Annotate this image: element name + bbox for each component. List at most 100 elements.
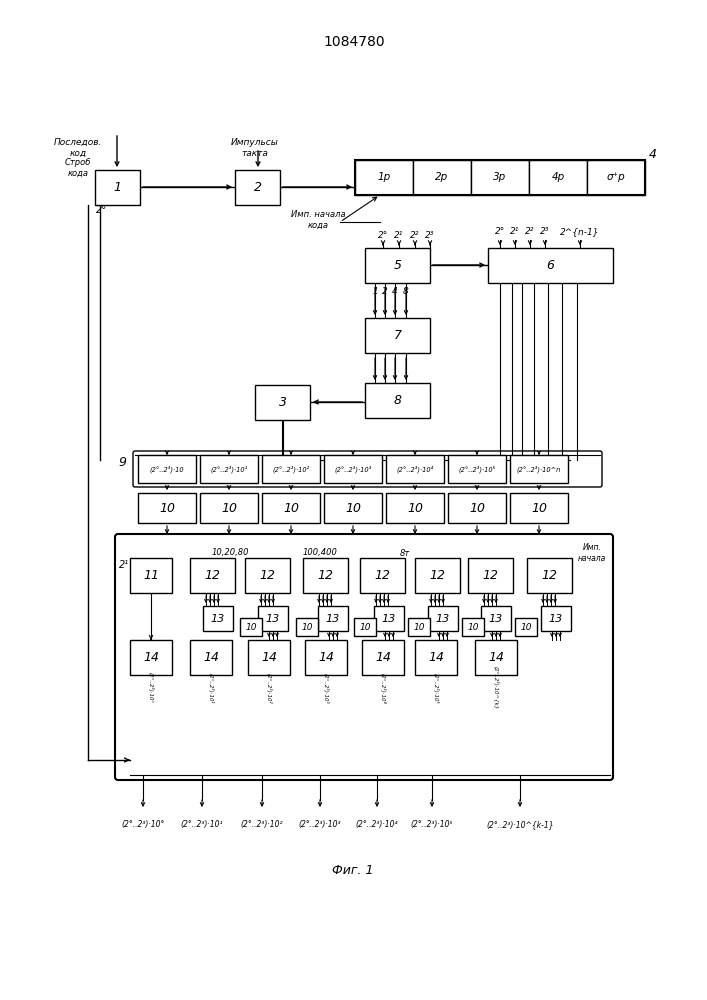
FancyBboxPatch shape bbox=[262, 455, 320, 483]
Text: 13: 13 bbox=[549, 613, 563, 624]
FancyBboxPatch shape bbox=[529, 160, 587, 195]
Text: Фиг. 1: Фиг. 1 bbox=[332, 863, 374, 876]
Text: 10: 10 bbox=[345, 502, 361, 514]
Text: 13: 13 bbox=[436, 613, 450, 624]
FancyBboxPatch shape bbox=[245, 558, 290, 593]
Text: 14: 14 bbox=[261, 651, 277, 664]
Text: 2: 2 bbox=[254, 181, 262, 194]
FancyBboxPatch shape bbox=[481, 606, 511, 631]
Text: 10: 10 bbox=[283, 502, 299, 514]
Text: 14: 14 bbox=[203, 651, 219, 664]
Text: 2²: 2² bbox=[525, 228, 534, 236]
Text: 100,400: 100,400 bbox=[303, 548, 337, 558]
FancyBboxPatch shape bbox=[428, 606, 458, 631]
FancyBboxPatch shape bbox=[413, 160, 471, 195]
Text: 2¹: 2¹ bbox=[510, 228, 520, 236]
Text: 12: 12 bbox=[317, 569, 334, 582]
Text: (2°..2³)·10⁴: (2°..2³)·10⁴ bbox=[356, 820, 398, 830]
Text: 12: 12 bbox=[375, 569, 390, 582]
Text: (2°..2³)·10³: (2°..2³)·10³ bbox=[334, 465, 372, 473]
Text: (2°..2³)·10²: (2°..2³)·10² bbox=[241, 820, 284, 830]
Text: 12: 12 bbox=[542, 569, 558, 582]
Text: 4: 4 bbox=[392, 286, 398, 296]
Text: (2°..2³)·10°: (2°..2³)·10° bbox=[122, 820, 165, 830]
FancyBboxPatch shape bbox=[587, 160, 645, 195]
Text: 10: 10 bbox=[159, 502, 175, 514]
Text: 10: 10 bbox=[469, 502, 485, 514]
Text: 14: 14 bbox=[375, 651, 391, 664]
Text: (2°..2³)·10⁵: (2°..2³)·10⁵ bbox=[433, 673, 439, 703]
Text: 10: 10 bbox=[221, 502, 237, 514]
Text: 8: 8 bbox=[394, 394, 402, 407]
FancyBboxPatch shape bbox=[303, 558, 348, 593]
Text: (2°..2³)·10¹: (2°..2³)·10¹ bbox=[208, 673, 214, 703]
Text: 10: 10 bbox=[520, 622, 532, 632]
FancyBboxPatch shape bbox=[258, 606, 288, 631]
FancyBboxPatch shape bbox=[471, 160, 529, 195]
Text: 10: 10 bbox=[414, 622, 425, 632]
FancyBboxPatch shape bbox=[235, 170, 280, 205]
Text: 1084780: 1084780 bbox=[323, 35, 385, 49]
Text: 13: 13 bbox=[211, 613, 225, 624]
Text: (2°..2³)·10¹: (2°..2³)·10¹ bbox=[181, 820, 223, 830]
FancyBboxPatch shape bbox=[386, 493, 444, 523]
Text: 9: 9 bbox=[118, 456, 126, 468]
FancyBboxPatch shape bbox=[365, 383, 430, 418]
Text: (2°..2³)·10°: (2°..2³)·10° bbox=[148, 672, 154, 704]
Text: Строб
кода: Строб кода bbox=[65, 158, 91, 178]
Text: 3р: 3р bbox=[493, 172, 507, 182]
Text: 12: 12 bbox=[204, 569, 221, 582]
Text: 1: 1 bbox=[114, 181, 122, 194]
FancyBboxPatch shape bbox=[386, 455, 444, 483]
Text: (2°..2³)·10¹: (2°..2³)·10¹ bbox=[211, 465, 247, 473]
Text: 2: 2 bbox=[382, 286, 388, 296]
Text: 7: 7 bbox=[394, 329, 402, 342]
Text: (2°..2³)·10^{k}: (2°..2³)·10^{k} bbox=[493, 666, 499, 710]
FancyBboxPatch shape bbox=[190, 640, 232, 675]
Text: 6: 6 bbox=[547, 259, 554, 272]
FancyBboxPatch shape bbox=[462, 618, 484, 636]
Text: 13: 13 bbox=[326, 613, 340, 624]
Text: Импульсы
такта: Импульсы такта bbox=[231, 138, 279, 158]
Text: 2р: 2р bbox=[436, 172, 449, 182]
Text: (2°..2³)·10⁵: (2°..2³)·10⁵ bbox=[411, 820, 453, 830]
FancyBboxPatch shape bbox=[448, 493, 506, 523]
Text: Имп.
начала: Имп. начала bbox=[578, 543, 606, 563]
Text: 10: 10 bbox=[531, 502, 547, 514]
Text: 2°: 2° bbox=[378, 231, 388, 239]
FancyBboxPatch shape bbox=[362, 640, 404, 675]
FancyBboxPatch shape bbox=[95, 170, 140, 205]
FancyBboxPatch shape bbox=[527, 558, 572, 593]
Text: 10: 10 bbox=[301, 622, 312, 632]
FancyBboxPatch shape bbox=[475, 640, 517, 675]
Text: 5: 5 bbox=[394, 259, 402, 272]
Text: (2°..2³)·10²: (2°..2³)·10² bbox=[272, 465, 310, 473]
FancyBboxPatch shape bbox=[374, 606, 404, 631]
Text: (2°..2³)·10⁴: (2°..2³)·10⁴ bbox=[380, 673, 386, 703]
Text: 14: 14 bbox=[318, 651, 334, 664]
Text: 4: 4 bbox=[649, 148, 657, 161]
Text: (2°..2³)·10^n: (2°..2³)·10^n bbox=[517, 465, 561, 473]
FancyBboxPatch shape bbox=[541, 606, 571, 631]
FancyBboxPatch shape bbox=[515, 618, 537, 636]
FancyBboxPatch shape bbox=[200, 455, 258, 483]
Text: (2°..2³)·10³: (2°..2³)·10³ bbox=[323, 673, 329, 703]
FancyBboxPatch shape bbox=[360, 558, 405, 593]
Text: 2³: 2³ bbox=[426, 231, 435, 239]
Text: 12: 12 bbox=[259, 569, 276, 582]
FancyBboxPatch shape bbox=[510, 493, 568, 523]
FancyBboxPatch shape bbox=[365, 248, 430, 283]
Text: 14: 14 bbox=[428, 651, 444, 664]
FancyBboxPatch shape bbox=[190, 558, 235, 593]
Text: 8: 8 bbox=[403, 286, 409, 296]
Text: (2°..2³)·10^{k-1}: (2°..2³)·10^{k-1} bbox=[486, 820, 554, 830]
FancyBboxPatch shape bbox=[138, 455, 196, 483]
Text: 2¹: 2¹ bbox=[395, 231, 404, 239]
Text: 2°: 2° bbox=[96, 205, 107, 215]
FancyBboxPatch shape bbox=[354, 618, 376, 636]
FancyBboxPatch shape bbox=[488, 248, 613, 283]
FancyBboxPatch shape bbox=[130, 558, 172, 593]
Text: 4р: 4р bbox=[551, 172, 565, 182]
FancyBboxPatch shape bbox=[262, 493, 320, 523]
Text: (2°..2³)·10: (2°..2³)·10 bbox=[150, 465, 185, 473]
